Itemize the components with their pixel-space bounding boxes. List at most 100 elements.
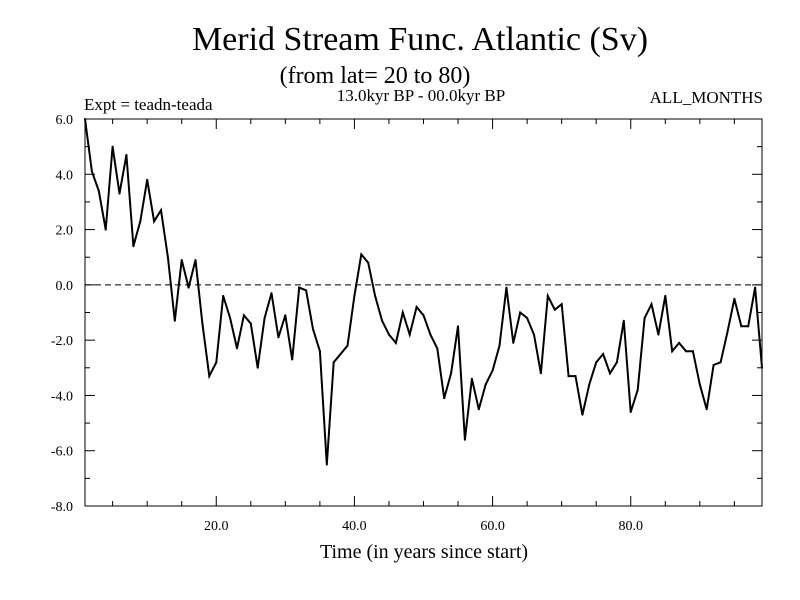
data-point <box>422 314 425 317</box>
x-tick-label: 60.0 <box>480 519 505 534</box>
data-point <box>443 397 446 400</box>
y-tick-label: -6.0 <box>51 445 73 460</box>
data-point <box>657 333 660 336</box>
data-point <box>215 361 218 364</box>
data-point <box>291 358 294 361</box>
data-point <box>588 383 591 386</box>
y-tick-label: -8.0 <box>51 500 73 515</box>
data-point <box>277 336 280 339</box>
data-point <box>450 372 453 375</box>
y-tick-label: 2.0 <box>56 224 74 239</box>
data-point <box>125 153 128 156</box>
data-point <box>609 372 611 375</box>
series-line-0 <box>84 118 763 465</box>
data-point <box>97 189 100 192</box>
data-point <box>719 361 722 364</box>
data-point <box>685 350 687 353</box>
data-point <box>298 286 301 289</box>
data-point <box>740 325 743 328</box>
data-point <box>284 314 287 317</box>
data-point <box>567 375 570 378</box>
data-point <box>381 319 384 322</box>
data-point <box>546 294 549 297</box>
data-point <box>526 317 529 319</box>
data-point <box>574 375 577 378</box>
data-point <box>429 333 432 336</box>
months-label: ALL_MONTHS <box>650 88 763 107</box>
data-point <box>622 319 625 322</box>
data-point <box>691 350 694 353</box>
data-point <box>367 261 370 264</box>
data-point <box>84 118 86 120</box>
data-point <box>498 344 501 347</box>
data-point <box>332 361 335 364</box>
chart-subtitle: (from lat= 20 to 80) <box>280 63 471 89</box>
data-point <box>581 413 584 416</box>
y-tick-label: -2.0 <box>51 334 73 349</box>
data-point <box>90 170 93 173</box>
data-point <box>484 383 487 386</box>
data-point <box>463 438 466 441</box>
data-point <box>139 220 142 223</box>
x-tick-label: 20.0 <box>204 519 229 534</box>
data-point <box>236 347 238 350</box>
data-point <box>208 375 211 378</box>
expt-label: Expt = teadn-teada <box>84 95 213 114</box>
data-point <box>643 317 646 319</box>
data-point <box>761 366 763 369</box>
data-point <box>194 259 197 261</box>
data-point <box>595 361 598 364</box>
data-point <box>312 328 314 331</box>
data-point <box>650 303 653 306</box>
data-point <box>754 286 757 289</box>
data-point <box>353 294 356 297</box>
data-point <box>118 192 121 195</box>
data-point <box>505 286 508 289</box>
period-label: 13.0kyr BP - 00.0kyr BP <box>337 86 505 105</box>
data-point <box>305 289 308 292</box>
data-point <box>726 330 729 333</box>
data-point <box>457 325 459 328</box>
data-point <box>477 408 480 411</box>
data-point <box>263 317 266 319</box>
data-point <box>533 333 535 336</box>
data-point <box>698 383 701 386</box>
data-point <box>415 306 418 308</box>
data-point <box>491 369 494 372</box>
data-point <box>146 178 149 181</box>
series-layer <box>84 118 763 466</box>
data-point <box>553 308 556 311</box>
data-point <box>394 341 397 344</box>
data-point <box>712 364 715 366</box>
data-point <box>160 209 162 212</box>
data-point <box>470 377 473 380</box>
data-point <box>560 303 563 306</box>
data-point <box>678 341 681 344</box>
data-point <box>249 322 252 325</box>
data-point <box>401 311 404 314</box>
data-point <box>180 259 183 261</box>
axes <box>84 118 763 507</box>
data-point <box>512 341 515 344</box>
data-point <box>636 388 639 391</box>
data-point <box>436 347 439 350</box>
tick-labels: 6.0 4.0 2.0 0.0 -2.0 -4.0 -6.0 -8.0 20.0 40.0 60.0… <box>51 113 643 534</box>
data-point <box>153 220 156 223</box>
data-point <box>111 145 114 148</box>
data-point <box>733 297 736 300</box>
data-point <box>201 322 204 325</box>
data-point <box>187 286 190 289</box>
y-tick-label: 4.0 <box>56 168 74 183</box>
x-axis-label: Time (in years since start) <box>320 541 528 563</box>
data-point <box>166 256 169 259</box>
plot-frame <box>84 118 763 507</box>
data-point <box>104 228 107 231</box>
data-point <box>615 361 618 364</box>
y-tick-label: 6.0 <box>56 113 74 128</box>
tick-marks <box>85 118 762 507</box>
y-tick-label: -4.0 <box>51 389 73 404</box>
data-point <box>318 350 321 353</box>
data-point <box>325 463 328 466</box>
data-point <box>408 333 411 336</box>
